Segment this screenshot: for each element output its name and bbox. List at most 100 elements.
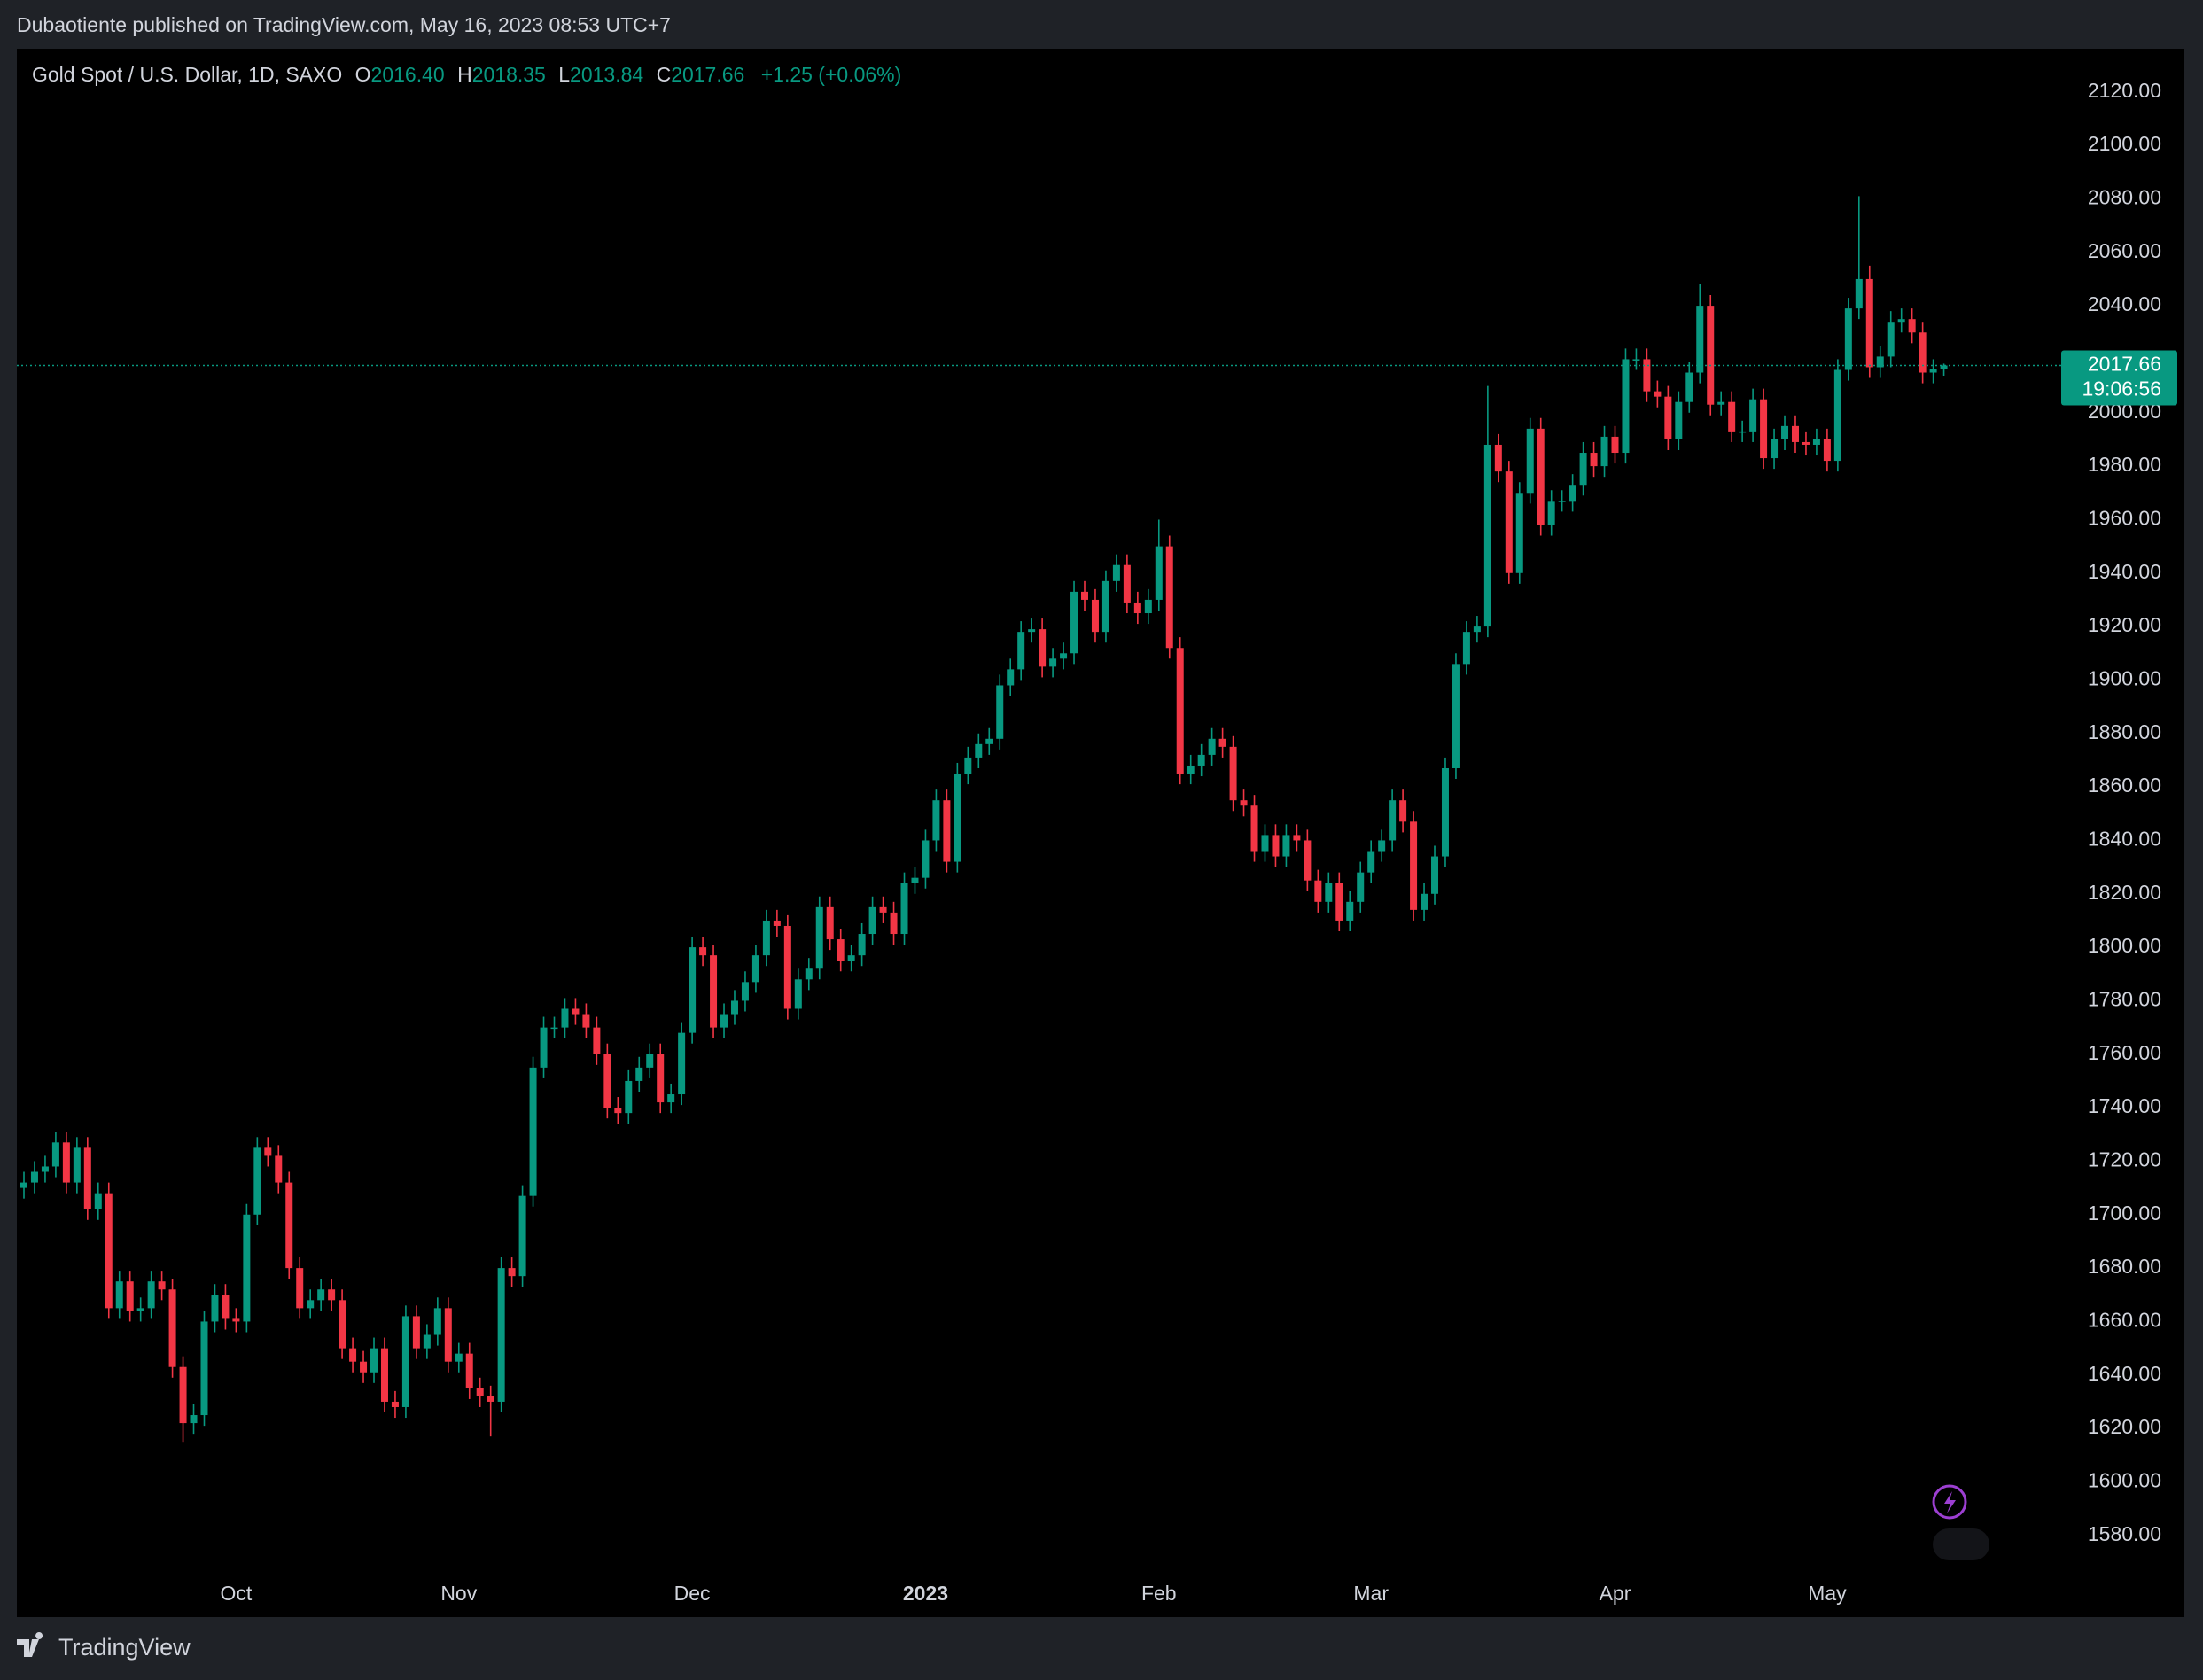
candle-body [1685, 372, 1693, 402]
candle-body [1760, 399, 1768, 459]
candle-body [751, 955, 759, 983]
candle-body [1600, 436, 1608, 467]
candle-body [550, 1027, 558, 1030]
close-value: 2017.66 [671, 63, 744, 86]
candle-body [200, 1321, 208, 1416]
candle-body [136, 1308, 144, 1311]
candle-body [1081, 591, 1088, 600]
y-tick-label: 1780.00 [2088, 988, 2161, 1011]
open-label: O [355, 63, 371, 86]
candle-body [837, 939, 845, 961]
candle-body [1802, 441, 1810, 445]
candle-body [455, 1353, 463, 1362]
candle-body [83, 1147, 91, 1209]
candle-body [1410, 821, 1418, 910]
y-tick-label: 1600.00 [2088, 1469, 2161, 1492]
high-label: H [457, 63, 472, 86]
candle-body [826, 906, 834, 940]
candle-body [1643, 359, 1651, 392]
candle-body [1515, 493, 1523, 573]
candle-body [1940, 365, 1948, 369]
candle-body [1908, 319, 1916, 333]
y-tick-label: 1900.00 [2088, 667, 2161, 690]
candle-body [168, 1289, 176, 1367]
candle-body [1421, 893, 1428, 910]
candle-body [1346, 901, 1354, 921]
candle-body [1844, 308, 1852, 370]
price-badge-label: 2017.66 [2088, 353, 2161, 376]
candle-body [964, 757, 972, 774]
candle-body [943, 800, 951, 862]
x-tick-label: Apr [1600, 1582, 1631, 1605]
x-tick-label: Nov [440, 1582, 477, 1605]
lightning-icon[interactable] [1932, 1484, 1967, 1520]
x-tick-label: Feb [1141, 1582, 1177, 1605]
candle-body [211, 1295, 219, 1322]
price-badge [2061, 350, 2177, 406]
candle-body [635, 1067, 643, 1081]
candle-body [1823, 439, 1831, 462]
y-tick-label: 1820.00 [2088, 881, 2161, 904]
candle-body [657, 1054, 665, 1103]
candle-body [1304, 840, 1312, 881]
legend: Gold Spot / U.S. Dollar, 1D, SAXO O2016.… [32, 63, 901, 86]
candle-body [1123, 564, 1131, 603]
candle-body [1208, 738, 1216, 755]
x-tick-label: 2023 [903, 1582, 948, 1605]
y-tick-label: 1640.00 [2088, 1362, 2161, 1385]
candle-body [890, 912, 898, 935]
symbol: Gold Spot / U.S. Dollar, 1D, SAXO [32, 63, 342, 86]
candle-body [1865, 278, 1873, 368]
y-tick-label: 1880.00 [2088, 720, 2161, 743]
candle-body [1187, 765, 1195, 774]
candle-body [1282, 835, 1290, 857]
candle-body [773, 920, 781, 926]
candle-body [41, 1166, 49, 1172]
icon-ring [1932, 1484, 1967, 1520]
candle-body [232, 1318, 240, 1322]
candle-body [1569, 485, 1576, 502]
candle-body [996, 685, 1004, 739]
candle-body [1664, 396, 1672, 439]
y-tick-label: 1860.00 [2088, 774, 2161, 797]
candle-body [1218, 738, 1226, 747]
candle-body [1060, 653, 1068, 659]
candle-body [879, 906, 887, 913]
candle-body [815, 906, 823, 969]
candle-body [1771, 439, 1779, 459]
candle-body [1622, 359, 1630, 454]
chart-pane [17, 49, 2184, 1617]
candle-body [1749, 399, 1757, 432]
candle-body [1028, 629, 1036, 633]
candle-body [401, 1316, 409, 1407]
candle-body [1897, 319, 1905, 323]
candle-body [147, 1281, 155, 1309]
candle-body [360, 1361, 368, 1373]
toggle-pill[interactable] [1933, 1528, 1989, 1560]
candle-body [380, 1348, 388, 1402]
candle-body [1007, 669, 1015, 686]
y-tick-label: 1700.00 [2088, 1202, 2161, 1225]
candle-body [1537, 428, 1545, 525]
candle-body [561, 1008, 569, 1028]
y-tick-label: 1800.00 [2088, 934, 2161, 957]
candle-body [476, 1388, 484, 1396]
y-tick-label: 1760.00 [2088, 1041, 2161, 1064]
candle-body [1855, 278, 1863, 309]
candle-body [667, 1094, 675, 1103]
pill [1933, 1528, 1989, 1560]
candle-body [1611, 436, 1619, 454]
y-tick-label: 1840.00 [2088, 828, 2161, 851]
candle-body [1696, 306, 1704, 373]
candle-body [126, 1281, 134, 1311]
candle-body [1494, 444, 1502, 472]
candle-body [190, 1415, 198, 1424]
candle-body [62, 1142, 70, 1183]
candle-body [1133, 602, 1141, 614]
brand: TradingView [58, 1634, 191, 1661]
candle-body [1389, 800, 1397, 841]
candle-body [614, 1108, 622, 1114]
candle-body [1833, 369, 1841, 462]
candle-body [783, 925, 791, 1009]
candle-body [540, 1027, 548, 1068]
